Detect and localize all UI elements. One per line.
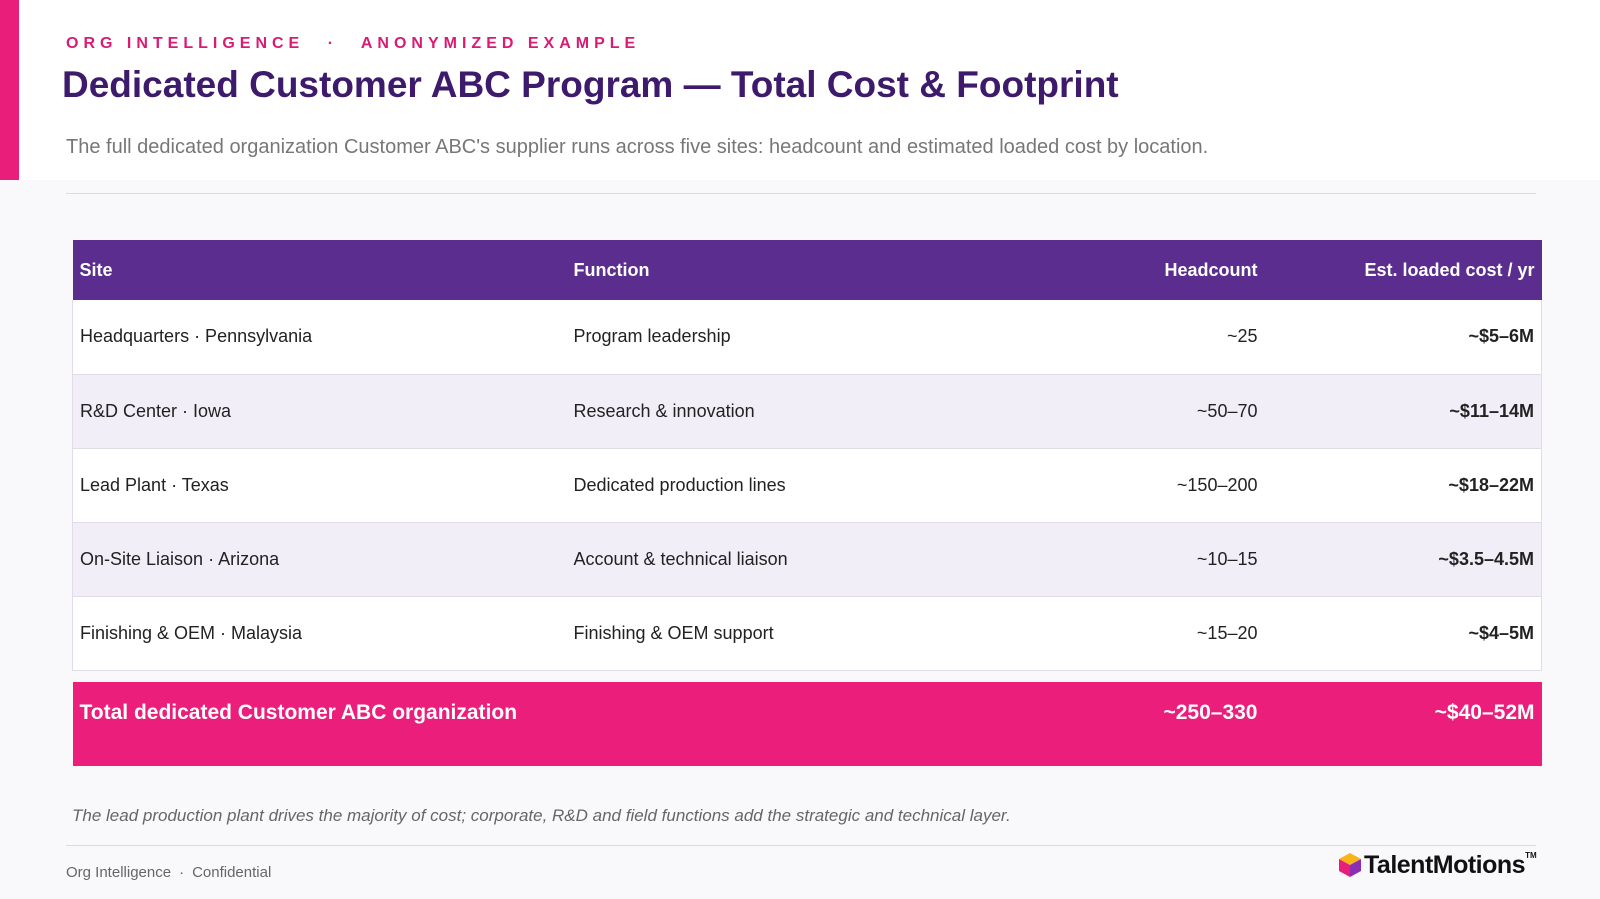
table-row: Finishing & OEM · Malaysia Finishing & O… bbox=[72, 596, 1542, 670]
logo-wordmark: TalentMotions bbox=[1364, 850, 1526, 879]
cell-site: On-Site Liaison · Arizona bbox=[80, 548, 280, 569]
total-label: Total dedicated Customer ABC organizatio… bbox=[79, 701, 518, 724]
cell-site: Finishing & OEM · Malaysia bbox=[80, 622, 303, 643]
cell-function: Program leadership bbox=[573, 326, 731, 347]
eyebrow-right: ANONYMIZED EXAMPLE bbox=[360, 35, 641, 52]
logo-trademark: TM bbox=[1525, 850, 1537, 860]
table-row: R&D Center · Iowa Research & innovation … bbox=[72, 374, 1542, 448]
cell-site: Headquarters · Pennsylvania bbox=[80, 326, 313, 347]
divider-bottom bbox=[66, 845, 1536, 846]
table-spacer bbox=[72, 670, 1542, 682]
cell-headcount: ~25 bbox=[1226, 326, 1258, 347]
page-subtitle: The full dedicated organization Customer… bbox=[66, 136, 1209, 158]
table-row: On-Site Liaison · Arizona Account & tech… bbox=[72, 522, 1542, 596]
cell-cost: ~$3.5–4.5M bbox=[1438, 548, 1534, 569]
cell-headcount: ~150–200 bbox=[1176, 474, 1258, 495]
column-header-function: Function bbox=[573, 259, 650, 280]
table-row: Lead Plant · Texas Dedicated production … bbox=[72, 448, 1542, 522]
column-header-cost: Est. loaded cost / yr bbox=[1364, 259, 1535, 280]
cell-cost: ~$18–22M bbox=[1448, 474, 1534, 495]
cell-function: Research & innovation bbox=[573, 400, 755, 421]
cell-cost: ~$5–6M bbox=[1468, 326, 1534, 347]
total-row: Total dedicated Customer ABC organizatio… bbox=[72, 682, 1542, 766]
footnote: The lead production plant drives the maj… bbox=[72, 806, 1011, 825]
column-header-headcount: Headcount bbox=[1164, 259, 1258, 280]
cell-function: Account & technical liaison bbox=[573, 548, 788, 569]
cell-site: R&D Center · Iowa bbox=[80, 400, 232, 421]
cell-headcount: ~15–20 bbox=[1196, 622, 1258, 643]
cube-logo-icon bbox=[1339, 853, 1361, 877]
footer-confidential: Confidential bbox=[192, 864, 272, 881]
brand-logo: TalentMotions TM bbox=[1338, 850, 1537, 880]
cell-cost: ~$4–5M bbox=[1468, 622, 1534, 643]
header-band bbox=[0, 0, 1600, 180]
total-cost: ~$40–52M bbox=[1434, 701, 1535, 724]
divider-top bbox=[66, 193, 1536, 194]
footer-org: Org Intelligence bbox=[66, 864, 172, 881]
cell-headcount: ~10–15 bbox=[1196, 548, 1258, 569]
column-header-site: Site bbox=[79, 259, 113, 280]
page-title: Dedicated Customer ABC Program — Total C… bbox=[62, 64, 1119, 105]
cell-cost: ~$11–14M bbox=[1449, 400, 1534, 421]
cell-headcount: ~50–70 bbox=[1196, 400, 1258, 421]
cell-function: Dedicated production lines bbox=[573, 474, 786, 495]
accent-bar bbox=[0, 0, 19, 180]
eyebrow-separator: · bbox=[327, 35, 339, 52]
table-header-row: Site Function Headcount Est. loaded cost… bbox=[72, 240, 1542, 300]
cell-function: Finishing & OEM support bbox=[573, 622, 774, 643]
total-headcount: ~250–330 bbox=[1163, 701, 1258, 724]
eyebrow: ORG INTELLIGENCE · ANONYMIZED EXAMPLE bbox=[66, 35, 640, 53]
table-row: Headquarters · Pennsylvania Program lead… bbox=[72, 300, 1542, 374]
footer-meta: Org Intelligence · Confidential bbox=[66, 864, 271, 881]
eyebrow-left: ORG INTELLIGENCE bbox=[66, 35, 305, 52]
cost-table: Site Function Headcount Est. loaded cost… bbox=[72, 240, 1542, 766]
footer-separator: · bbox=[179, 864, 185, 881]
cell-site: Lead Plant · Texas bbox=[80, 474, 229, 495]
